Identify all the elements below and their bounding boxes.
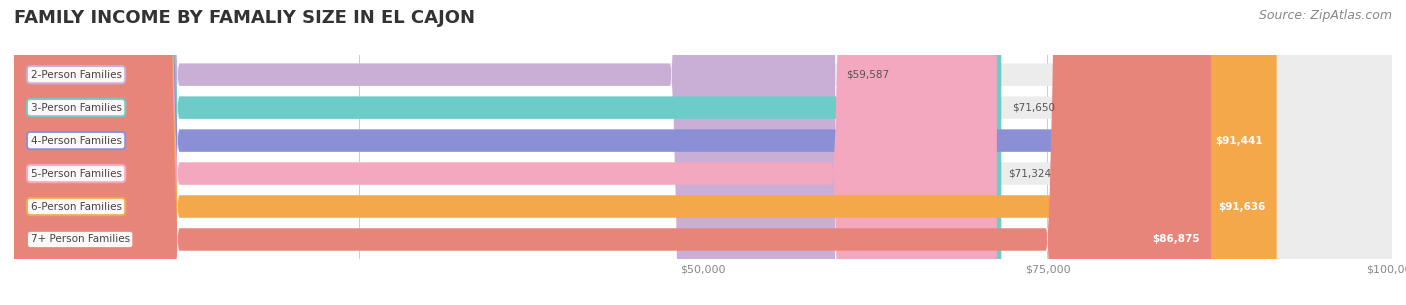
Text: $71,650: $71,650: [1012, 103, 1056, 113]
Text: 6-Person Families: 6-Person Families: [31, 202, 121, 211]
Text: $91,441: $91,441: [1215, 136, 1263, 145]
Text: $71,324: $71,324: [1008, 169, 1050, 178]
FancyBboxPatch shape: [14, 0, 1392, 305]
Text: 4-Person Families: 4-Person Families: [31, 136, 121, 145]
FancyBboxPatch shape: [14, 0, 1392, 305]
FancyBboxPatch shape: [14, 0, 1211, 305]
Text: $86,875: $86,875: [1153, 235, 1201, 245]
FancyBboxPatch shape: [14, 0, 1392, 305]
Text: Source: ZipAtlas.com: Source: ZipAtlas.com: [1258, 9, 1392, 22]
FancyBboxPatch shape: [14, 0, 835, 305]
FancyBboxPatch shape: [14, 0, 1392, 305]
FancyBboxPatch shape: [14, 0, 1392, 305]
Text: $59,587: $59,587: [846, 70, 889, 80]
Text: 5-Person Families: 5-Person Families: [31, 169, 121, 178]
Text: 3-Person Families: 3-Person Families: [31, 103, 121, 113]
FancyBboxPatch shape: [14, 0, 997, 305]
FancyBboxPatch shape: [14, 0, 1001, 305]
FancyBboxPatch shape: [14, 0, 1274, 305]
Text: FAMILY INCOME BY FAMALIY SIZE IN EL CAJON: FAMILY INCOME BY FAMALIY SIZE IN EL CAJO…: [14, 9, 475, 27]
FancyBboxPatch shape: [14, 0, 1392, 305]
Text: 7+ Person Families: 7+ Person Families: [31, 235, 129, 245]
FancyBboxPatch shape: [14, 0, 1277, 305]
Text: $91,636: $91,636: [1218, 202, 1265, 211]
Text: 2-Person Families: 2-Person Families: [31, 70, 121, 80]
